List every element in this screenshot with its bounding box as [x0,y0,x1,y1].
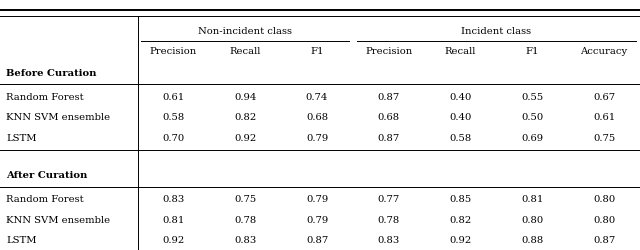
Text: KNN SVM ensemble: KNN SVM ensemble [6,215,111,224]
Text: 0.81: 0.81 [521,194,543,203]
Text: Precision: Precision [150,47,197,56]
Text: Random Forest: Random Forest [6,194,84,203]
Text: LSTM: LSTM [6,134,37,142]
Text: 0.82: 0.82 [449,215,472,224]
Text: 0.83: 0.83 [378,236,400,244]
Text: 0.68: 0.68 [378,113,400,122]
Text: 0.69: 0.69 [522,134,543,142]
Text: 0.50: 0.50 [521,113,543,122]
Text: 0.74: 0.74 [306,92,328,102]
Text: 0.83: 0.83 [163,194,184,203]
Text: 0.58: 0.58 [449,134,472,142]
Text: 0.70: 0.70 [163,134,184,142]
Text: 0.79: 0.79 [306,194,328,203]
Text: 0.61: 0.61 [163,92,184,102]
Text: 0.78: 0.78 [234,215,257,224]
Text: 0.55: 0.55 [521,92,543,102]
Text: 0.85: 0.85 [449,194,472,203]
Text: 0.94: 0.94 [234,92,257,102]
Text: 0.68: 0.68 [306,113,328,122]
Text: 0.78: 0.78 [378,215,400,224]
Text: KNN SVM ensemble: KNN SVM ensemble [6,113,111,122]
Text: 0.80: 0.80 [593,194,615,203]
Text: 0.40: 0.40 [449,113,472,122]
Text: 0.40: 0.40 [449,92,472,102]
Text: 0.88: 0.88 [521,236,543,244]
Text: 0.58: 0.58 [163,113,184,122]
Text: 0.79: 0.79 [306,134,328,142]
Text: 0.67: 0.67 [593,92,615,102]
Text: 0.75: 0.75 [593,134,615,142]
Text: F1: F1 [525,47,539,56]
Text: 0.82: 0.82 [234,113,257,122]
Text: Before Curation: Before Curation [6,68,97,78]
Text: Random Forest: Random Forest [6,92,84,102]
Text: 0.92: 0.92 [234,134,257,142]
Text: Non-incident class: Non-incident class [198,27,292,36]
Text: 0.61: 0.61 [593,113,615,122]
Text: 0.80: 0.80 [593,215,615,224]
Text: 0.75: 0.75 [234,194,257,203]
Text: After Curation: After Curation [6,170,88,179]
Text: 0.87: 0.87 [306,236,328,244]
Text: 0.87: 0.87 [378,134,400,142]
Text: 0.80: 0.80 [521,215,543,224]
Text: 0.87: 0.87 [593,236,615,244]
Text: Accuracy: Accuracy [580,47,628,56]
Text: 0.87: 0.87 [378,92,400,102]
Text: Incident class: Incident class [461,27,531,36]
Text: 0.83: 0.83 [234,236,257,244]
Text: 0.92: 0.92 [449,236,472,244]
Text: Precision: Precision [365,47,412,56]
Text: 0.79: 0.79 [306,215,328,224]
Text: LSTM: LSTM [6,236,37,244]
Text: 0.92: 0.92 [163,236,184,244]
Text: 0.81: 0.81 [163,215,185,224]
Text: F1: F1 [310,47,324,56]
Text: Recall: Recall [445,47,476,56]
Text: Recall: Recall [230,47,261,56]
Text: 0.77: 0.77 [378,194,400,203]
